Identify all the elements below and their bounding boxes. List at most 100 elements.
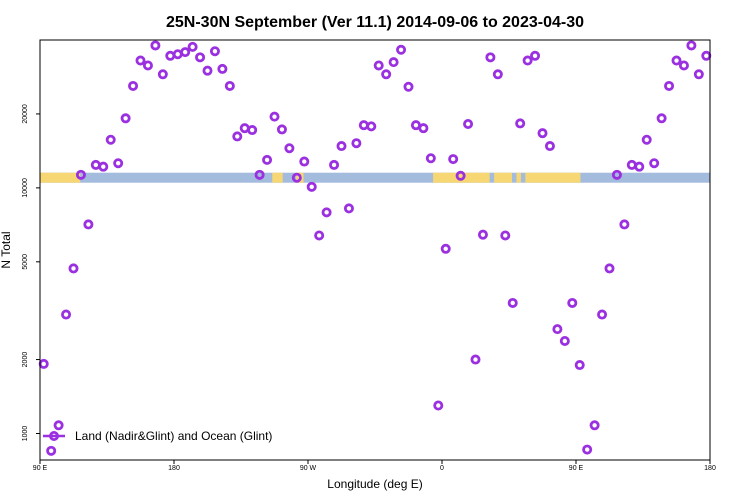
plot-frame (39, 39, 711, 461)
y-tick-label: 5000 (22, 254, 29, 270)
data-point (522, 55, 533, 66)
data-point (247, 125, 258, 136)
data-point (38, 358, 49, 369)
land-segment (272, 172, 283, 183)
data-point (113, 158, 124, 169)
land-segment (494, 172, 512, 183)
data-point (343, 203, 354, 214)
data-point (656, 113, 667, 124)
data-point (448, 154, 459, 165)
land-segment (516, 172, 521, 183)
data-point (150, 40, 161, 51)
data-point (619, 219, 630, 230)
data-point (217, 63, 228, 74)
data-point (396, 44, 407, 55)
ocean-band (40, 172, 710, 183)
x-tick-label: 180 (168, 465, 180, 472)
data-point (224, 80, 235, 91)
y-tick-label: 2000 (22, 352, 29, 368)
data-point (358, 120, 369, 131)
data-point (157, 69, 168, 80)
data-point (492, 69, 503, 80)
data-point (53, 420, 64, 431)
data-point (664, 80, 675, 91)
y-tick-label: 10000 (22, 178, 29, 198)
data-point (105, 134, 116, 145)
data-point (128, 80, 139, 91)
data-point (75, 169, 86, 180)
data-point (418, 123, 429, 134)
data-point (567, 297, 578, 308)
data-point (574, 360, 585, 371)
data-point (299, 156, 310, 167)
legend-label: Land (Nadir&Glint) and Ocean (Glint) (75, 429, 272, 443)
surface-band (40, 172, 710, 183)
data-point (500, 230, 511, 241)
x-tick-label: 90 E (569, 465, 584, 472)
data-point (671, 55, 682, 66)
data-point (120, 113, 131, 124)
y-axis-label: N Total (0, 231, 13, 268)
data-point (686, 40, 697, 51)
data-point (336, 141, 347, 152)
y-axis: 1000 2000 5000 10000 20000 (22, 104, 40, 441)
data-point (61, 309, 72, 320)
data-point (552, 324, 563, 335)
y-tick-label: 1000 (22, 426, 29, 442)
data-point (135, 55, 146, 66)
land-segment (525, 172, 581, 183)
data-point (634, 161, 645, 172)
data-point (649, 158, 660, 169)
land-segment (433, 172, 490, 183)
data-point (425, 153, 436, 164)
data-point (433, 400, 444, 411)
data-point (306, 181, 317, 192)
data-point (202, 65, 213, 76)
x-tick-label: 90 W (300, 465, 317, 472)
x-tick-label: 0 (440, 465, 444, 472)
data-point (604, 263, 615, 274)
data-point (440, 243, 451, 254)
legend-marker-icon (49, 430, 60, 441)
data-point (530, 50, 541, 61)
data-point (351, 138, 362, 149)
data-point (142, 60, 153, 71)
data-point (537, 128, 548, 139)
data-points (38, 40, 712, 456)
data-point (559, 336, 570, 347)
data-point (582, 444, 593, 455)
x-tick-label: 90 E (33, 465, 48, 472)
data-point (180, 47, 191, 58)
data-point (366, 121, 377, 132)
data-point (276, 124, 287, 135)
data-point (455, 170, 466, 181)
data-point (381, 69, 392, 80)
data-point (314, 230, 325, 241)
land-segment (40, 172, 81, 183)
data-point (701, 50, 712, 61)
data-point (321, 207, 332, 218)
data-point (195, 52, 206, 63)
data-point (641, 134, 652, 145)
data-point (463, 118, 474, 129)
data-point (165, 50, 176, 61)
data-point (187, 41, 198, 52)
data-point (507, 297, 518, 308)
data-point (589, 420, 600, 431)
data-point (678, 60, 689, 71)
data-point (291, 172, 302, 183)
data-point (262, 154, 273, 165)
data-point (403, 81, 414, 92)
data-point (254, 169, 265, 180)
x-tick-label: 180 (704, 465, 716, 472)
chart-title: 25N-30N September (Ver 11.1) 2014-09-06 … (166, 14, 584, 31)
data-point (46, 445, 57, 456)
data-point (373, 60, 384, 71)
data-point (515, 118, 526, 129)
data-point (470, 354, 481, 365)
data-point (284, 143, 295, 154)
data-point (485, 52, 496, 63)
data-point (477, 229, 488, 240)
legend: Land (Nadir&Glint) and Ocean (Glint) (43, 429, 272, 443)
